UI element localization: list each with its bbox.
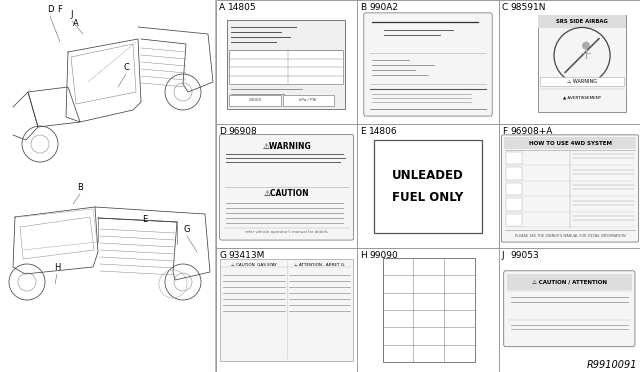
Text: F: F [502,127,507,136]
Text: refer vehicle operator's manual for details: refer vehicle operator's manual for deta… [245,230,328,234]
Bar [538,15,626,112]
Bar [506,214,522,226]
Bar [383,258,475,362]
Text: 99053: 99053 [511,251,540,260]
Text: A: A [73,19,79,28]
Text: E: E [142,215,148,224]
Text: J: J [71,10,73,19]
Text: ⚠CAUTION: ⚠CAUTION [264,189,310,198]
Bar [506,198,522,211]
FancyBboxPatch shape [220,134,354,240]
Bar [216,0,640,372]
Text: 98591N: 98591N [511,3,546,12]
Text: D: D [219,127,226,136]
Text: B: B [77,183,83,192]
Text: J: J [502,251,504,260]
Bar [229,50,342,84]
Bar [506,167,522,180]
FancyBboxPatch shape [501,135,639,242]
FancyBboxPatch shape [504,271,635,347]
Text: kPa / PSI: kPa / PSI [300,98,317,102]
Text: D: D [47,5,53,14]
Text: 14805: 14805 [228,3,257,12]
Text: 99090: 99090 [369,251,398,260]
Bar [506,183,522,195]
Bar [506,152,522,164]
Bar [220,259,353,361]
Bar [507,274,632,290]
Text: 00000: 00000 [248,98,262,102]
Text: G: G [219,251,226,260]
Text: A: A [219,3,225,12]
Text: ⚠ CAUTION  GAS STAY: ⚠ CAUTION GAS STAY [230,263,276,267]
Text: E: E [360,127,366,136]
Text: C: C [502,3,508,12]
Text: ▲ AVERTISSEMENT: ▲ AVERTISSEMENT [563,95,601,99]
Text: ⚠ WARNING: ⚠ WARNING [567,79,597,84]
Text: ⚠ ATTENTION - ARRET G.: ⚠ ATTENTION - ARRET G. [294,263,346,267]
Text: G: G [184,225,190,234]
Text: 990A2: 990A2 [369,3,398,12]
Bar [540,77,624,86]
Text: PLEASE SEE THE OWNER'S MANUAL FOR DETAIL INFORMATION: PLEASE SEE THE OWNER'S MANUAL FOR DETAIL… [515,234,625,238]
Bar [504,137,636,149]
Text: H: H [360,251,367,260]
Text: F: F [58,5,63,14]
Text: 93413M: 93413M [228,251,264,260]
Text: 96908: 96908 [228,127,257,136]
Bar [229,50,342,63]
Text: 14806: 14806 [369,127,398,136]
Text: UNLEADED: UNLEADED [392,169,464,182]
Text: R9910091: R9910091 [586,360,637,370]
Text: HOW TO USE 4WD SYSTEM: HOW TO USE 4WD SYSTEM [529,141,612,145]
Text: ⚠WARNING: ⚠WARNING [262,142,311,151]
Bar [282,94,333,106]
Bar [374,140,482,233]
Text: SRS SIDE AIRBAG: SRS SIDE AIRBAG [556,19,608,24]
Text: C: C [123,63,129,72]
Text: B: B [360,3,367,12]
Bar [227,20,344,109]
Text: ⚠ CAUTION / ATTENTION: ⚠ CAUTION / ATTENTION [532,279,607,284]
FancyBboxPatch shape [364,13,492,116]
Text: H: H [54,263,60,272]
Bar [229,94,280,106]
Circle shape [582,42,590,50]
Text: FUEL ONLY: FUEL ONLY [392,191,463,204]
Bar [538,15,626,28]
Text: 96908+A: 96908+A [511,127,553,136]
